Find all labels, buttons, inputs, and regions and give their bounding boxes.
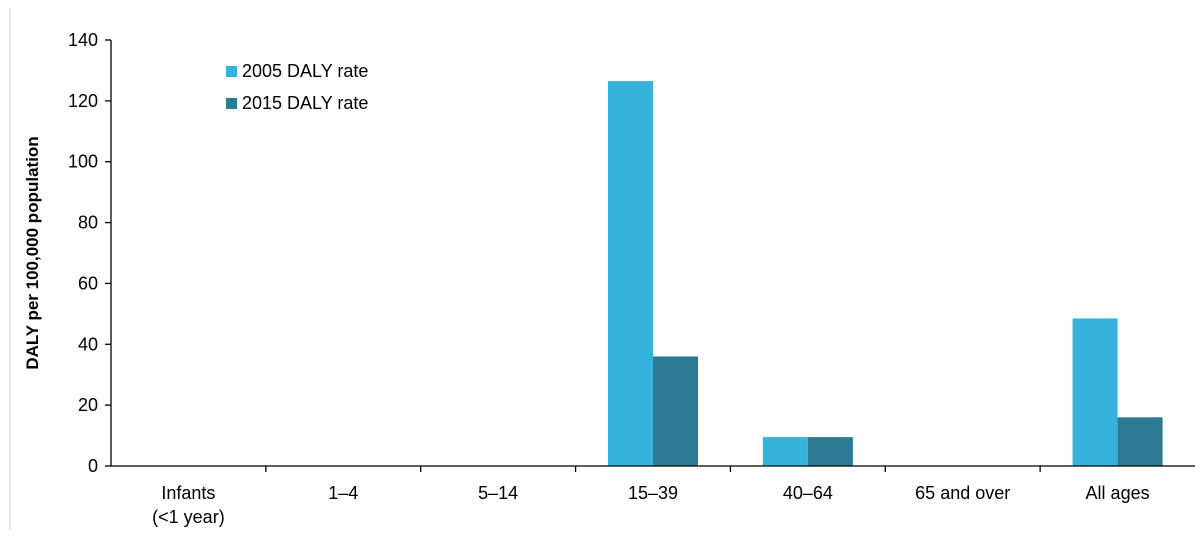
y-axis-label: DALY per 100,000 population [23, 136, 42, 369]
legend-swatch-2015 [226, 98, 237, 109]
legend-swatch-2005 [226, 66, 237, 77]
x-tick-label: Infants (<1 year) [152, 483, 225, 527]
bar-2005-4 [762, 437, 808, 466]
y-tick-label: 120 [68, 91, 98, 111]
legend-label-2005: 2005 DALY rate [242, 61, 368, 81]
y-tick-label: 40 [78, 334, 98, 354]
bar-2015-4 [807, 437, 853, 466]
legend-label-2015: 2015 DALY rate [242, 93, 368, 113]
x-tick-label: 40–64 [783, 483, 833, 503]
x-tick-label: 5–14 [478, 483, 518, 503]
y-tick-label: 60 [78, 273, 98, 293]
y-axis: 0 20 40 60 80 100 120 140 [68, 30, 112, 476]
legend: 2005 DALY rate 2015 DALY rate [226, 61, 368, 113]
y-tick-label: 20 [78, 395, 98, 415]
x-tick-label: All ages [1086, 483, 1150, 503]
y-tick-label: 100 [68, 152, 98, 172]
x-axis: Infants (<1 year) 1–4 5–14 15–39 40–64 65 and … [111, 465, 1195, 527]
y-tick-label: 0 [88, 456, 98, 476]
bars-group [608, 81, 1163, 466]
y-tick-label: 140 [68, 30, 98, 50]
x-tick-label: 1–4 [328, 483, 358, 503]
bar-2015-3 [653, 356, 698, 466]
x-tick-label: 15–39 [628, 483, 678, 503]
y-tick-label: 80 [78, 213, 98, 233]
bar-2015-6 [1117, 417, 1163, 466]
bar-2005-6 [1072, 318, 1118, 466]
x-tick-label: 65 and over [915, 483, 1010, 503]
bar-2005-3 [608, 81, 653, 466]
